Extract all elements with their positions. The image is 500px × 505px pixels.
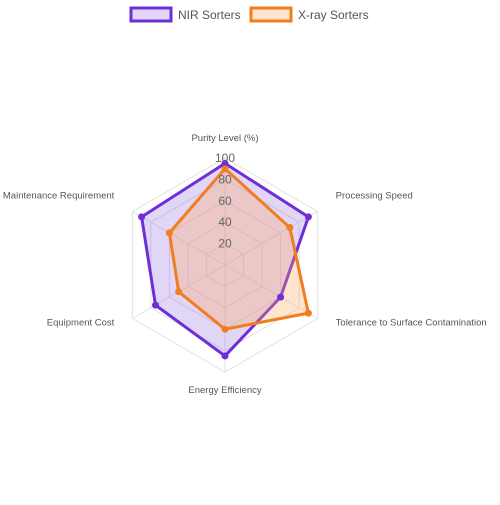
axis-spoke xyxy=(132,211,226,266)
data-point xyxy=(138,213,146,221)
tick-label: 20 xyxy=(218,237,232,251)
data-point xyxy=(277,293,285,301)
category-label: Tolerance to Surface Contamination xyxy=(336,318,487,329)
category-label: Energy Efficiency xyxy=(188,385,261,396)
category-label: Processing Speed xyxy=(336,191,413,202)
legend-label-2: X-ray Sorters xyxy=(298,8,369,22)
tick-label: 40 xyxy=(218,215,232,229)
data-point xyxy=(175,288,183,296)
legend-label-1: NIR Sorters xyxy=(178,8,241,22)
data-point xyxy=(221,165,229,173)
legend-swatch-2 xyxy=(249,6,293,23)
data-point xyxy=(286,224,294,232)
tick-label: 60 xyxy=(218,194,232,208)
data-point xyxy=(165,229,173,237)
data-point xyxy=(221,352,229,360)
tick-label: 80 xyxy=(218,172,232,186)
legend-swatch-1 xyxy=(129,6,173,23)
data-point xyxy=(304,213,312,221)
axis-spoke xyxy=(224,211,318,266)
tick-label: 100 xyxy=(215,151,235,165)
category-label: Maintenance Requirement xyxy=(3,191,115,202)
data-point xyxy=(304,309,312,317)
data-point xyxy=(221,325,229,333)
axis-spoke xyxy=(224,264,318,319)
category-label: Equipment Cost xyxy=(47,318,115,329)
data-point xyxy=(152,301,160,309)
category-label: Purity Level (%) xyxy=(191,133,258,144)
